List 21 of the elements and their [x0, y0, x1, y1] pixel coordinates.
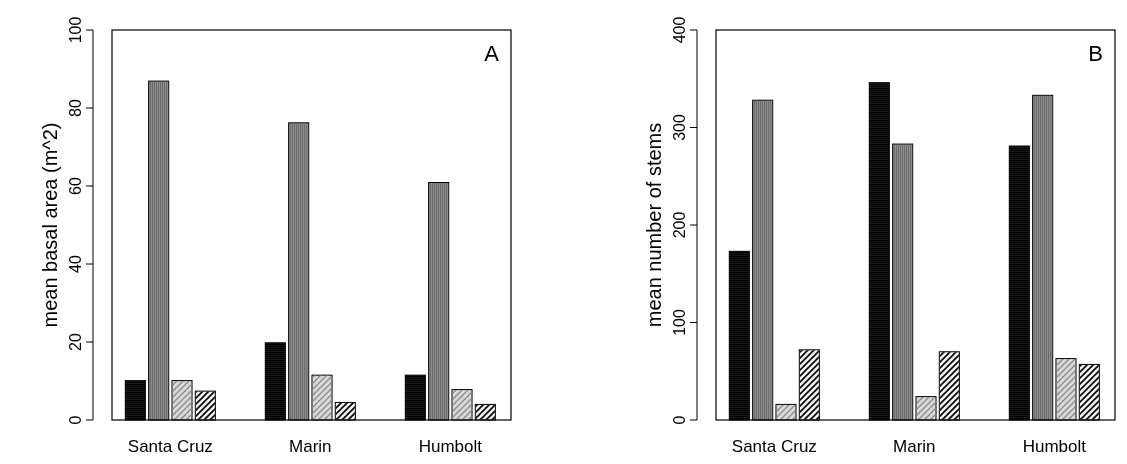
- y-tick-label: 100: [671, 309, 688, 336]
- y-tick-label: 80: [67, 99, 84, 117]
- x-tick-label: Humbolt: [1022, 437, 1087, 456]
- y-axis-title: mean basal area (m^2): [39, 122, 61, 328]
- text: A: [484, 41, 500, 66]
- y-tick-label: 0: [67, 415, 84, 425]
- text: B: [1088, 41, 1103, 66]
- y-tick-label: 40: [67, 255, 84, 273]
- y-tick-label: 200: [671, 211, 688, 239]
- y-tick-label: 300: [671, 114, 688, 141]
- y-tick-label: 20: [67, 333, 84, 351]
- y-tick-label: 0: [671, 415, 688, 425]
- y-tick-label: 400: [671, 16, 688, 44]
- y-axis-title: mean number of stems: [643, 122, 665, 328]
- x-tick-label: Santa Cruz: [127, 437, 213, 456]
- x-tick-label: Humbolt: [418, 437, 483, 456]
- x-tick-label: Marin: [893, 437, 936, 456]
- x-tick-label: Marin: [289, 437, 332, 456]
- y-tick-label: 100: [67, 16, 84, 44]
- y-tick-label: 60: [67, 177, 84, 195]
- x-tick-label: Santa Cruz: [731, 437, 817, 456]
